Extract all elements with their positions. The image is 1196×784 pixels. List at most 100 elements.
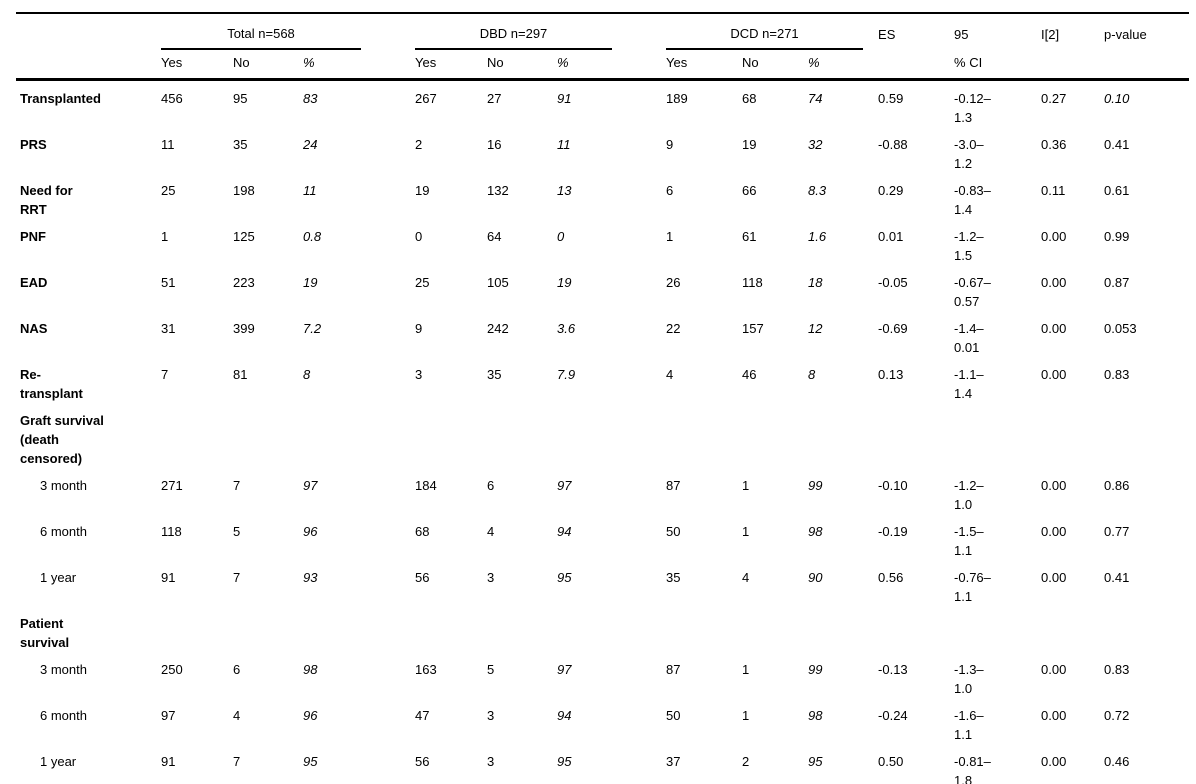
section-header-row: Patient survival bbox=[16, 606, 1189, 652]
column-gap bbox=[612, 127, 666, 173]
cell-i2 bbox=[1026, 403, 1089, 468]
cell-dbd-pct: 0 bbox=[557, 228, 565, 244]
table-row: 3 month 250 6 98 163 5 97 87 1 99 -0.13 -1.3– 1.0 0.… bbox=[16, 652, 1189, 698]
col-header-95: 95 bbox=[954, 27, 969, 42]
cell-p-value: 0.41 bbox=[1104, 569, 1130, 585]
cell-total-pct: 95 bbox=[303, 743, 361, 784]
cell-dcd-yes: 22 bbox=[666, 320, 681, 336]
cell-dbd-yes bbox=[415, 403, 487, 468]
cell-total-no: 198 bbox=[233, 182, 255, 198]
cell-total-no: 399 bbox=[233, 320, 255, 336]
cell-p-value: 0.72 bbox=[1104, 707, 1130, 723]
cell-dbd-pct: 11 bbox=[557, 136, 571, 152]
col-group-total: Total n=568 bbox=[161, 13, 361, 50]
cell-es: 0.59 bbox=[878, 90, 904, 106]
cell-total-yes: 456 bbox=[161, 90, 183, 106]
cell-p-value: 0.83 bbox=[1104, 366, 1130, 382]
cell-dbd-no: 3 bbox=[487, 569, 495, 585]
outcomes-table: Total n=568 DBD n=297 DCD n=271 ES 95 I[… bbox=[16, 12, 1190, 784]
cell-es: 0.56 bbox=[878, 569, 904, 585]
cell-es: -0.13 bbox=[878, 661, 908, 677]
cell-95-ci: -1.5– 1.1 bbox=[954, 523, 984, 558]
subheader-total-yes: Yes bbox=[161, 49, 233, 81]
cell-total-yes: 118 bbox=[161, 523, 182, 539]
cell-dbd-pct: 95 bbox=[557, 743, 613, 784]
cell-dcd-no: 157 bbox=[742, 320, 764, 336]
column-gap bbox=[612, 265, 666, 311]
cell-p-value bbox=[1089, 403, 1189, 468]
row-label: 6 month bbox=[40, 523, 87, 539]
cell-dcd-no: 1 bbox=[742, 707, 750, 723]
cell-total-no: 4 bbox=[233, 707, 241, 723]
cell-total-no: 5 bbox=[233, 523, 241, 539]
cell-i2: 0.27 bbox=[1041, 90, 1067, 106]
column-gap bbox=[612, 79, 666, 127]
row-label: Patient survival bbox=[20, 615, 70, 650]
cell-dcd-no: 1 bbox=[742, 661, 750, 677]
column-gap bbox=[361, 560, 415, 606]
cell-p-value: 0.41 bbox=[1104, 136, 1130, 152]
cell-dcd-no: 1 bbox=[742, 477, 750, 493]
cell-dcd-pct: 74 bbox=[808, 90, 823, 106]
cell-dcd-no bbox=[742, 403, 808, 468]
column-gap bbox=[361, 79, 415, 127]
cell-dbd-pct: 97 bbox=[557, 477, 572, 493]
cell-dcd-no: 2 bbox=[742, 743, 809, 784]
row-label: NAS bbox=[20, 320, 48, 336]
cell-total-no: 125 bbox=[233, 228, 255, 244]
cell-dbd-no: 105 bbox=[487, 274, 509, 290]
cell-dbd-pct: 94 bbox=[557, 523, 572, 539]
cell-dbd-yes: 163 bbox=[415, 661, 437, 677]
cell-dcd-yes bbox=[666, 403, 742, 468]
cell-p-value: 0.99 bbox=[1104, 228, 1130, 244]
cell-dbd-no: 3 bbox=[487, 743, 557, 784]
cell-p-value: 0.77 bbox=[1104, 523, 1130, 539]
cell-dcd-yes: 35 bbox=[666, 569, 681, 585]
row-label: Graft survival (death censored) bbox=[20, 412, 104, 466]
cell-total-no: 7 bbox=[233, 569, 241, 585]
column-gap bbox=[612, 13, 667, 81]
cell-dbd-pct bbox=[557, 403, 612, 468]
subheader-dbd-yes: Yes bbox=[415, 49, 487, 81]
cell-dbd-yes: 56 bbox=[415, 743, 487, 784]
cell-dcd-no bbox=[742, 606, 808, 652]
cell-total-yes: 271 bbox=[161, 477, 183, 493]
cell-dbd-yes: 25 bbox=[415, 274, 430, 290]
column-gap bbox=[361, 13, 415, 81]
row-label: PRS bbox=[20, 136, 47, 152]
cell-i2: 0.00 bbox=[1041, 661, 1067, 677]
cell-es: 0.29 bbox=[878, 182, 904, 198]
subheader-dcd-no: No bbox=[742, 49, 809, 81]
cell-total-no: 7 bbox=[233, 477, 241, 493]
cell-i2: 0.00 bbox=[1041, 274, 1067, 290]
group-header-row: Total n=568 DBD n=297 DCD n=271 ES 95 I[… bbox=[16, 13, 1189, 81]
cell-95-ci: -0.76– 1.1 bbox=[954, 569, 991, 604]
col-header-pvalue: p-value bbox=[1104, 27, 1147, 42]
cell-i2: 0.11 bbox=[1041, 182, 1066, 198]
cell-total-yes: 7 bbox=[161, 366, 169, 382]
cell-95-ci: -1.6– 1.1 bbox=[954, 707, 984, 742]
subheader-pct-ci: % CI bbox=[939, 49, 1027, 81]
cell-es: -0.19 bbox=[878, 523, 908, 539]
cell-es: -0.69 bbox=[878, 320, 908, 336]
cell-dbd-no: 242 bbox=[487, 320, 509, 336]
cell-p-value: 0.83 bbox=[1104, 661, 1130, 677]
cell-total-no: 7 bbox=[233, 743, 303, 784]
subheader-dcd-yes: Yes bbox=[666, 49, 743, 81]
cell-dbd-yes: 56 bbox=[415, 569, 430, 585]
subheader-dcd-pct: % bbox=[808, 49, 864, 81]
table-row: Need for RRT 25 198 11 19 132 13 6 66 8.3 0.29 -0.8… bbox=[16, 173, 1189, 219]
cell-dcd-yes: 4 bbox=[666, 366, 674, 382]
cell-dbd-pct: 19 bbox=[557, 274, 572, 290]
cell-total-yes: 51 bbox=[161, 274, 176, 290]
cell-dbd-no: 35 bbox=[487, 366, 502, 382]
cell-total-pct: 83 bbox=[303, 90, 318, 106]
subheader-es-blank bbox=[863, 49, 940, 81]
cell-dbd-yes: 2 bbox=[415, 136, 423, 152]
column-gap bbox=[612, 698, 666, 744]
cell-es bbox=[863, 403, 939, 468]
cell-i2: 0.00 bbox=[1041, 523, 1067, 539]
cell-es: -0.24 bbox=[878, 707, 908, 723]
cell-dcd-pct bbox=[808, 606, 863, 652]
